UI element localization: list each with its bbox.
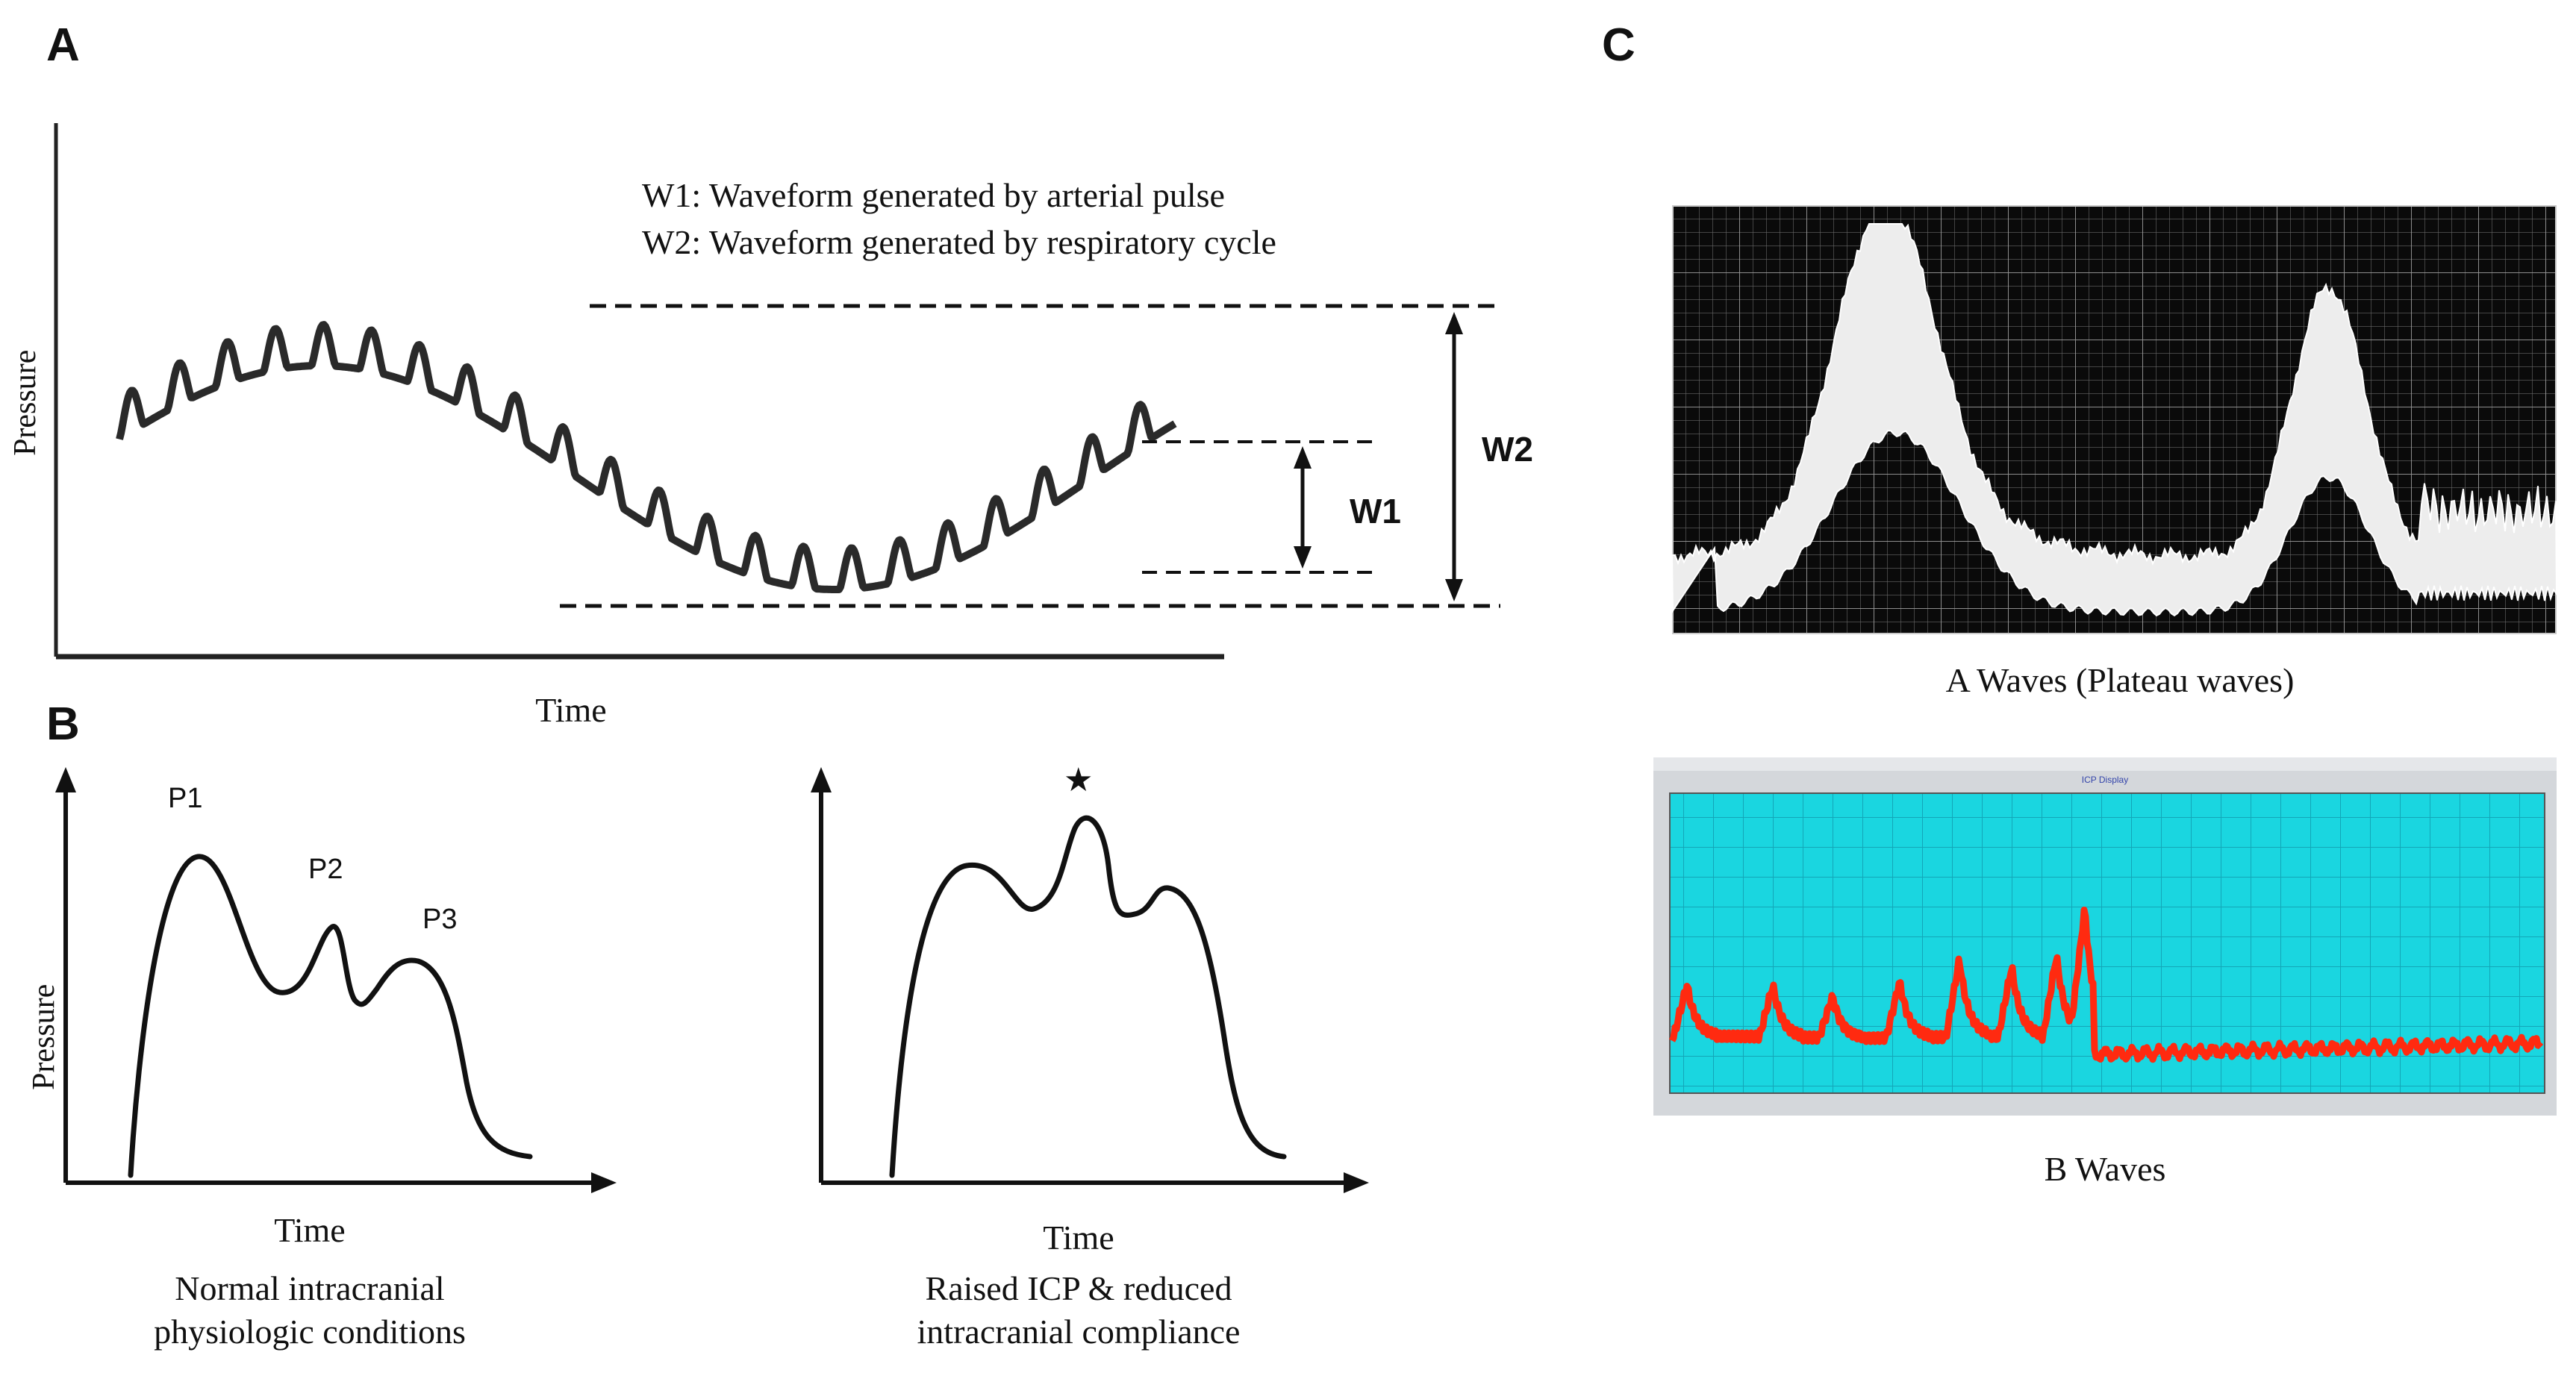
panel-b-right-caption-line2: intracranial compliance (917, 1313, 1241, 1351)
panel-b-left-figure (55, 767, 617, 1193)
p1-label: P1 (168, 783, 203, 814)
panel-a-legend-w2: W2: Waveform generated by respiratory cy… (642, 223, 1276, 261)
w2-double-arrow (1445, 312, 1463, 601)
p2-label: P2 (308, 854, 343, 885)
panel-c-letter: C (1602, 19, 1635, 71)
panel-a-figure (54, 123, 1500, 660)
panel-b-right-caption-line1: Raised ICP & reduced (925, 1269, 1232, 1307)
w1-double-arrow (1294, 446, 1312, 569)
p3-label: P3 (422, 904, 458, 935)
panel-b-ylabel: Pressure (27, 983, 62, 1090)
panel-b-letter: B (46, 698, 80, 750)
panel-b-left-y-axis (55, 767, 76, 1183)
panel-a-waveform (116, 321, 1177, 593)
a-waves-monitor-image (1672, 205, 2557, 634)
b-waves-caption: B Waves (2044, 1150, 2166, 1188)
panel-a-legend-w1: W1: Waveform generated by arterial pulse (642, 176, 1225, 214)
w1-label: W1 (1350, 492, 1401, 531)
panel-b-right-y-axis (811, 767, 832, 1183)
panel-a-letter: A (46, 19, 80, 71)
panel-b-left-xlabel: Time (274, 1211, 346, 1249)
w2-label: W2 (1482, 430, 1533, 469)
peak-star: ★ (1064, 761, 1094, 799)
panel-b-right-xlabel: Time (1043, 1219, 1114, 1257)
panel-a-xlabel: Time (535, 691, 607, 729)
panel-b-left-caption-line2: physiologic conditions (154, 1313, 466, 1351)
b-waves-display-image: ICP Display (1653, 757, 2557, 1116)
a-waves-caption: A Waves (Plateau waves) (1945, 661, 2295, 699)
panel-b-left-caption-line1: Normal intracranial (175, 1269, 445, 1307)
panel-b-left-x-axis (66, 1172, 617, 1193)
panel-a-ylabel: Pressure (8, 349, 43, 456)
normal-icp-waveform (128, 854, 533, 1178)
raised-icp-waveform (889, 815, 1287, 1178)
b-waves-monitor-title: ICP Display (2082, 775, 2128, 785)
b-waves-trace (1669, 907, 2544, 1063)
panel-b-right-x-axis (821, 1172, 1369, 1193)
a-waves-upper-envelope (1672, 223, 2557, 617)
panel-b-right-figure (811, 767, 1369, 1193)
